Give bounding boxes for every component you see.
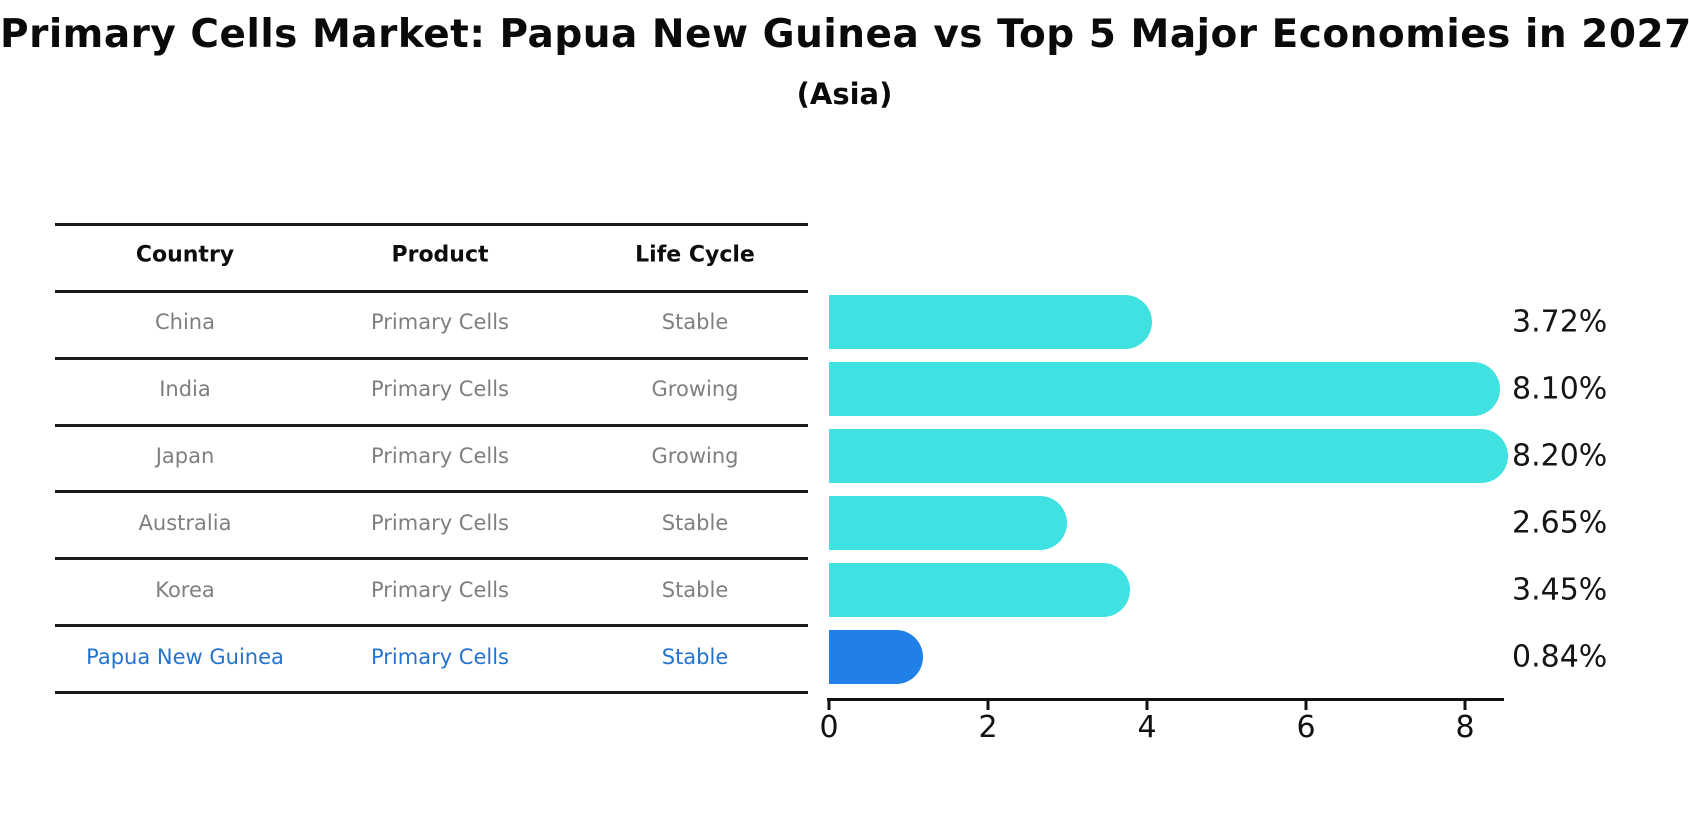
table-cell-country: Japan xyxy=(155,444,215,468)
bar-value-label: 3.45% xyxy=(1512,572,1608,608)
x-tick xyxy=(986,700,990,710)
table-cell-product: Primary Cells xyxy=(370,511,510,535)
table-cell-product: Primary Cells xyxy=(370,444,510,468)
bar-value-label: 8.10% xyxy=(1512,371,1608,407)
bar-value-label: 0.84% xyxy=(1512,639,1608,675)
table-cell-life_cycle: Stable xyxy=(661,310,729,334)
x-tick xyxy=(1304,700,1308,710)
table-cell-product: Primary Cells xyxy=(370,377,510,401)
table-cell-life_cycle: Stable xyxy=(661,645,729,669)
table-cell-life_cycle: Stable xyxy=(661,578,729,602)
table-cell-country: Papua New Guinea xyxy=(86,645,284,669)
x-tick-label: 2 xyxy=(978,710,998,745)
bar-value-label: 2.65% xyxy=(1512,505,1608,541)
x-tick-label: 0 xyxy=(819,710,839,745)
bar xyxy=(829,429,1508,483)
bar-value-label: 8.20% xyxy=(1512,438,1608,474)
bar xyxy=(829,496,1067,550)
table-rule xyxy=(55,424,808,427)
table-cell-country: India xyxy=(159,377,211,401)
chart-title: Primary Cells Market: Papua New Guinea v… xyxy=(0,12,1689,57)
x-tick-label: 8 xyxy=(1455,710,1475,745)
table-header-country: Country xyxy=(135,242,235,268)
x-tick xyxy=(1463,700,1467,710)
table-cell-country: China xyxy=(155,310,215,334)
table-cell-country: Australia xyxy=(138,511,232,535)
x-tick-label: 6 xyxy=(1296,710,1316,745)
bar-value-label: 3.72% xyxy=(1512,304,1608,340)
x-tick xyxy=(827,700,831,710)
table-cell-life_cycle: Growing xyxy=(651,444,739,468)
table-cell-product: Primary Cells xyxy=(370,578,510,602)
table-cell-product: Primary Cells xyxy=(370,310,510,334)
bar xyxy=(829,362,1500,416)
table-header-product: Product xyxy=(391,242,489,268)
x-tick-label: 4 xyxy=(1137,710,1157,745)
bar-highlight xyxy=(829,630,923,684)
chart-subtitle: (Asia) xyxy=(796,77,893,111)
table-rule xyxy=(55,624,808,627)
table-cell-life_cycle: Stable xyxy=(661,511,729,535)
table-header-life-cycle: Life Cycle xyxy=(635,242,755,268)
table-rule xyxy=(55,557,808,560)
table-rule xyxy=(55,290,808,293)
x-tick xyxy=(1145,700,1149,710)
table-rule xyxy=(55,691,808,694)
table-rule xyxy=(55,223,808,226)
x-axis-line xyxy=(827,698,1504,701)
table-cell-country: Korea xyxy=(155,578,215,602)
bar xyxy=(829,295,1152,349)
bar xyxy=(829,563,1130,617)
table-rule xyxy=(55,490,808,493)
table-cell-product: Primary Cells xyxy=(370,645,510,669)
table-rule xyxy=(55,357,808,360)
table-cell-life_cycle: Growing xyxy=(651,377,739,401)
